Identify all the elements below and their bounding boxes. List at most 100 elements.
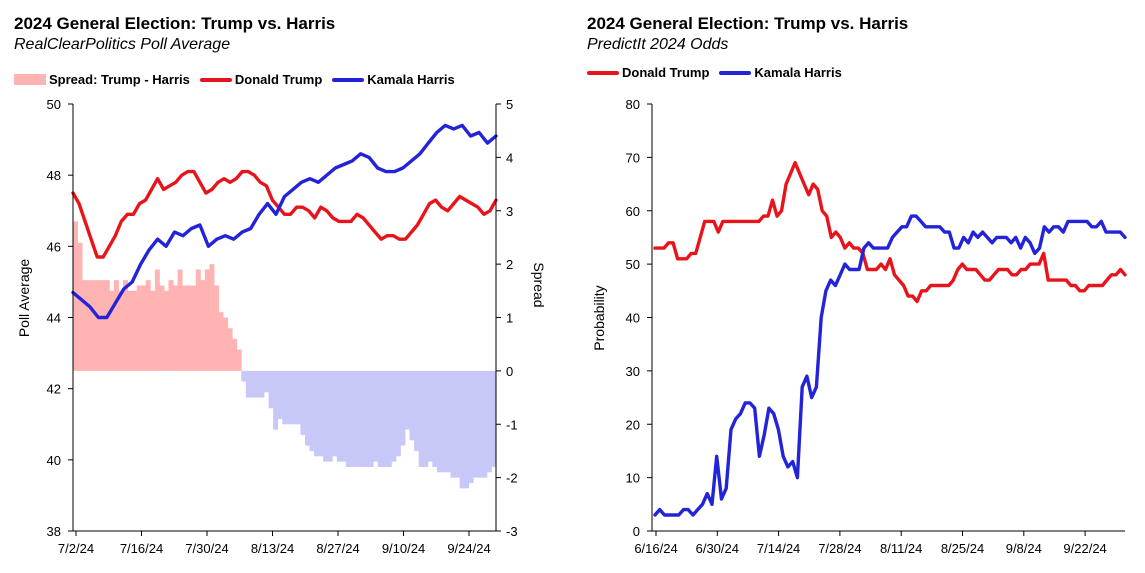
y2-tick-label: -1 <box>506 417 518 432</box>
trump-line <box>653 160 1127 304</box>
spread-bar <box>182 285 188 371</box>
spread-bar <box>355 370 360 467</box>
spread-bar <box>268 370 274 409</box>
spread-bar <box>291 370 297 425</box>
predictit-odds-plot: 80 70 60 50 40 30 20 10 0 6/16/24 6/30/24 7/14/24 7/… <box>591 97 1127 556</box>
x-tick-label: 9/8/24 <box>1006 541 1042 556</box>
spread-bar <box>214 285 219 371</box>
y2-tick-label: 3 <box>506 204 513 219</box>
spread-bar <box>186 285 192 371</box>
legend-swatch-harris <box>719 70 752 75</box>
spread-bar <box>127 290 133 371</box>
spread-bar <box>191 285 197 371</box>
spread-bar <box>136 285 142 371</box>
legend-item-trump: Donald Trump <box>587 65 709 80</box>
legend-item-trump: Donald Trump <box>199 72 323 87</box>
harris-line <box>71 123 498 320</box>
spread-bar <box>332 370 338 457</box>
chart-subtitle: PredictIt 2024 Odds <box>587 36 729 53</box>
spread-bar <box>282 370 288 425</box>
legend-label-trump: Donald Trump <box>234 72 323 87</box>
x-tick-label: 7/2/24 <box>58 541 94 556</box>
spread-bar <box>86 280 92 371</box>
spread-bar <box>200 280 206 371</box>
spread-bar <box>409 370 415 441</box>
spread-bar <box>277 370 283 419</box>
spread-bar <box>273 370 279 430</box>
x-tick-label: 7/16/24 <box>120 541 163 556</box>
spread-bar <box>455 370 461 478</box>
spread-bar <box>432 370 438 467</box>
spread-bar <box>368 370 374 467</box>
spread-bar <box>386 370 392 467</box>
spread-bar <box>113 280 119 371</box>
spread-bar <box>341 370 347 462</box>
legend-label-harris: Kamala Harris <box>754 65 842 80</box>
y-tick-label: 70 <box>626 150 640 165</box>
x-tick-label: 6/30/24 <box>696 541 739 556</box>
legend-item-harris: Kamala Harris <box>332 72 455 87</box>
x-tick-label: 8/13/24 <box>251 541 294 556</box>
predictit-odds-chart-panel: 2024 General Election: Trump vs. Harris … <box>575 0 1145 573</box>
y-tick-label: 48 <box>47 168 61 183</box>
y-tick-label: 38 <box>47 524 61 539</box>
spread-bar <box>450 370 456 478</box>
spread-bar <box>436 370 442 473</box>
spread-bar <box>150 290 156 371</box>
spread-bar <box>323 370 329 462</box>
x-tick-label: 9/24/24 <box>447 541 490 556</box>
spread-bar <box>486 370 492 473</box>
trump-line <box>71 169 498 259</box>
y-tick-label: 44 <box>47 311 61 326</box>
spread-bar <box>286 370 292 425</box>
legend-swatch-spread <box>14 74 46 85</box>
spread-bar <box>168 280 174 371</box>
x-tick-label: 8/11/24 <box>880 541 922 556</box>
legend-label-harris: Kamala Harris <box>367 72 455 87</box>
spread-bar <box>82 280 88 371</box>
x-tick-label: 7/14/24 <box>757 541 800 556</box>
spread-bar <box>195 269 201 371</box>
spread-bar <box>304 370 310 446</box>
spread-bar <box>405 370 410 430</box>
x-tick-label: 9/10/24 <box>382 541 425 556</box>
y2-tick-label: 4 <box>506 150 513 165</box>
spread-bar <box>100 280 106 371</box>
x-tick-label: 7/30/24 <box>185 541 228 556</box>
spread-bar <box>95 280 101 371</box>
spread-bar <box>141 285 147 371</box>
spread-bar <box>464 370 470 489</box>
spread-bar <box>295 370 301 425</box>
spread-bar <box>395 370 401 457</box>
spread-bar <box>91 280 97 371</box>
x-tick-label: 9/22/24 <box>1063 541 1106 556</box>
poll-average-plot: 50 48 46 44 42 40 38 5 4 3 2 1 0 -1 -2 -3 7/2/24 7/16/24 7… <box>16 97 547 556</box>
legend-swatch-trump <box>587 70 619 75</box>
spread-bar <box>377 370 383 467</box>
y-axis-label: Probability <box>591 285 607 350</box>
spread-bar <box>477 370 483 478</box>
spread-bar <box>318 370 324 457</box>
spread-bar <box>309 370 315 451</box>
y-tick-label: 30 <box>626 364 640 379</box>
y2-tick-label: 0 <box>506 364 513 379</box>
spread-bar <box>423 370 429 467</box>
chart-title: 2024 General Election: Trump vs. Harris <box>14 14 336 33</box>
spread-bar <box>118 290 124 371</box>
harris-line <box>653 214 1127 517</box>
spread-bar <box>445 370 451 473</box>
poll-average-chart-panel: 2024 General Election: Trump vs. Harris … <box>0 0 570 573</box>
legend-swatch-harris <box>332 77 365 82</box>
spread-bar <box>482 370 488 478</box>
y-tick-label: 10 <box>626 471 640 486</box>
y-tick-label: 42 <box>47 382 61 397</box>
spread-bar <box>459 370 465 489</box>
y2-tick-label: 2 <box>506 257 513 272</box>
spread-bar <box>227 328 233 371</box>
spread-bar <box>345 370 351 467</box>
spread-bar <box>373 370 379 462</box>
y2-axis-label: Spread <box>531 262 547 307</box>
spread-bar <box>173 285 179 371</box>
spread-bar <box>473 370 479 478</box>
legend-item-spread: Spread: Trump - Harris <box>14 72 190 87</box>
